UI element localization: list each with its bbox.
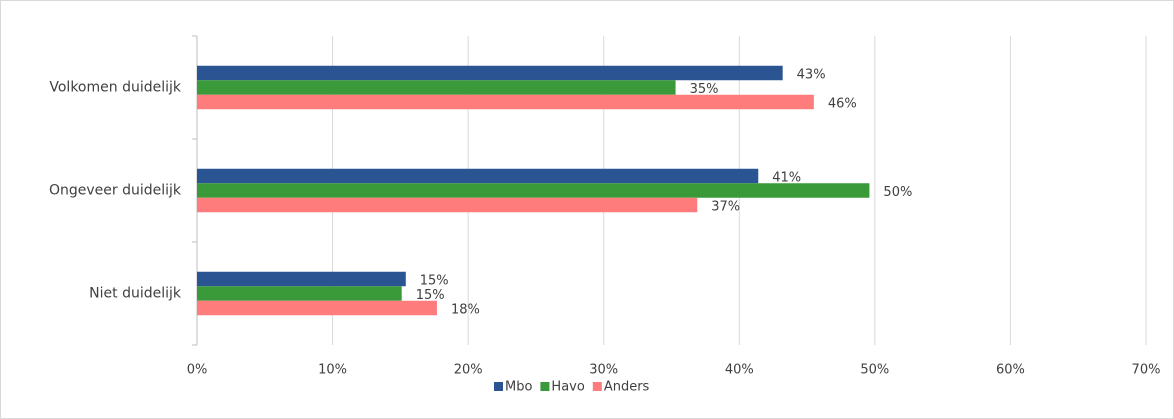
x-tick-label: 50%: [860, 363, 889, 378]
data-label: 15%: [420, 274, 449, 289]
data-label: 46%: [828, 97, 857, 112]
y-tick-label: Niet duidelijk: [89, 286, 182, 302]
bar: [197, 300, 437, 316]
data-label: 41%: [772, 171, 801, 186]
bar: [197, 80, 676, 95]
bar: [197, 94, 814, 110]
bar: [197, 65, 783, 81]
x-tick-label: 40%: [725, 363, 754, 378]
legend-swatch: [592, 382, 602, 391]
legend-label: Havo: [551, 380, 584, 395]
legend-swatch: [540, 382, 550, 391]
x-tick-label: 70%: [1132, 363, 1161, 378]
bar: [197, 271, 406, 287]
x-tick-label: 0%: [187, 363, 208, 378]
x-tick-label: 20%: [454, 363, 483, 378]
x-tick-label: 30%: [589, 363, 618, 378]
data-label: 50%: [883, 185, 912, 200]
data-label: 43%: [797, 68, 826, 83]
x-tick-label: 10%: [318, 363, 347, 378]
y-tick-label: Ongeveer duidelijk: [49, 183, 182, 199]
data-label: 18%: [451, 303, 480, 318]
bar: [197, 183, 870, 198]
bar: [197, 286, 402, 301]
data-label: 15%: [416, 288, 445, 303]
y-tick-label: Volkomen duidelijk: [49, 80, 182, 96]
bar: [197, 197, 698, 213]
legend-label: Anders: [604, 380, 650, 395]
data-label: 35%: [690, 82, 719, 97]
legend-label: Mbo: [505, 380, 532, 395]
x-tick-label: 60%: [996, 363, 1025, 378]
legend-swatch: [494, 382, 503, 391]
data-label: 37%: [711, 200, 740, 215]
bar: [197, 168, 759, 184]
